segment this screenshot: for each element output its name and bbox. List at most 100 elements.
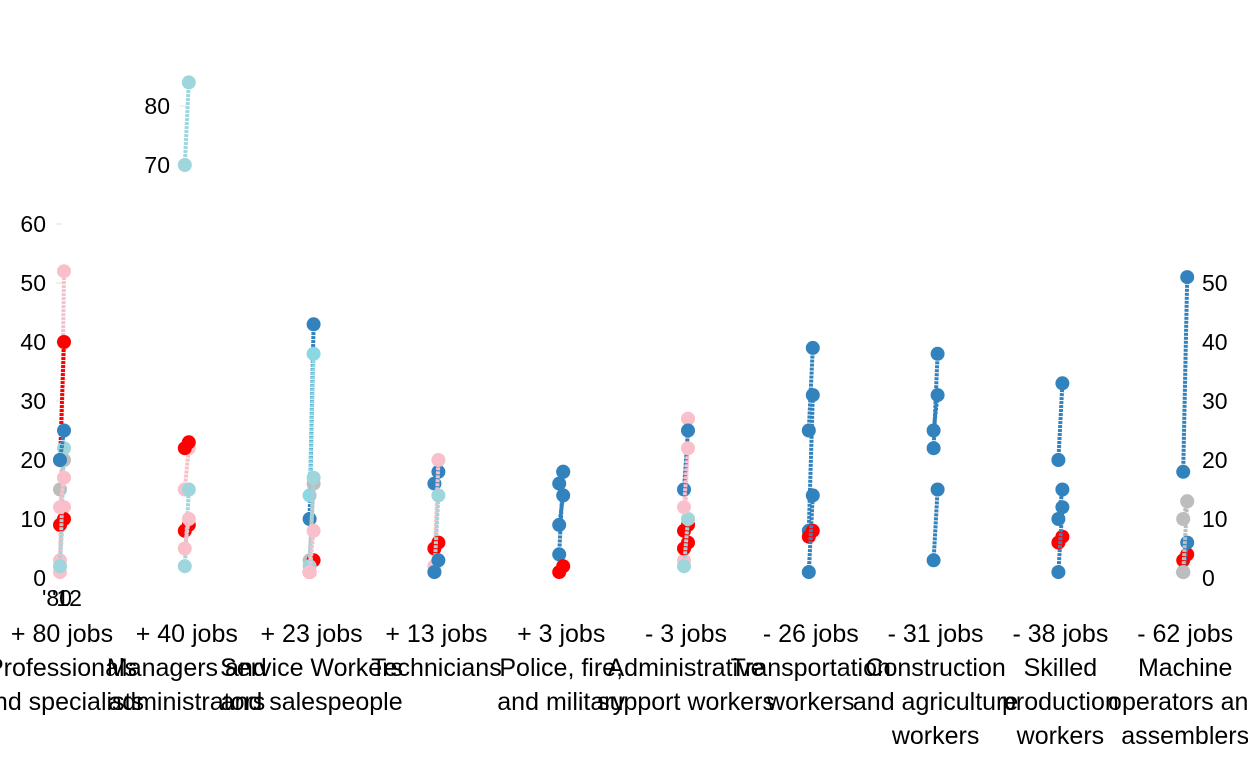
series-point-end <box>681 512 695 526</box>
category-name-label: workers <box>1016 722 1105 750</box>
time-label-end: '12 <box>52 585 82 611</box>
series-line <box>182 82 191 166</box>
right-axis-tick-label: 20 <box>1202 447 1228 473</box>
category-name-label: Construction <box>865 654 1005 682</box>
category-series-group <box>427 453 446 580</box>
category-labels: + 80 jobs Professionals and specialists + 4… <box>0 620 1248 750</box>
series-point-end <box>431 535 446 550</box>
category-change-label: + 40 jobs <box>136 620 238 648</box>
series-point-end <box>681 423 695 438</box>
series-point-end <box>681 441 695 456</box>
category-change-label: - 31 jobs <box>888 620 984 648</box>
category-change-label: + 3 jobs <box>517 620 605 648</box>
category-name-label: Technicians <box>371 654 502 682</box>
series-point-start <box>1176 464 1191 479</box>
category-series-group <box>177 75 196 574</box>
series-point-start <box>53 500 67 515</box>
left-axis-tick-label: 50 <box>20 270 46 296</box>
time-labels: '80'12 <box>42 585 82 611</box>
series-point-end <box>556 488 571 503</box>
category-series-group <box>926 346 945 568</box>
left-axis-tick-label: 70 <box>144 152 170 178</box>
series-point-end <box>1055 376 1070 391</box>
series-point-end <box>1055 500 1070 515</box>
series-point-start <box>177 158 192 172</box>
category-change-label: - 3 jobs <box>645 620 727 648</box>
series-point-start <box>53 453 67 467</box>
category-name-label: and specialists <box>0 688 144 716</box>
series-point-start <box>552 476 567 491</box>
series-point-start <box>1051 565 1066 580</box>
series-point-end <box>556 464 571 479</box>
left-axis: 0 10 20 30 40 50 60 70 80 <box>20 93 186 591</box>
right-axis-tick-label: 40 <box>1202 329 1228 355</box>
category-change-label: - 38 jobs <box>1012 620 1108 648</box>
left-axis-tick-label: 10 <box>20 506 46 532</box>
category-change-label: - 26 jobs <box>763 620 859 648</box>
series-point-end <box>181 435 196 450</box>
series-point-end <box>805 340 820 355</box>
series-point-end <box>306 470 321 485</box>
series-line <box>1056 383 1065 461</box>
series-line <box>1181 277 1190 472</box>
series-line <box>1056 507 1065 573</box>
series-line <box>931 353 940 449</box>
category-change-label: + 13 jobs <box>385 620 487 648</box>
category-name-label: administrators <box>108 688 265 716</box>
series-point-end <box>181 75 196 90</box>
category-series-group <box>677 411 695 574</box>
series-point-start <box>302 565 317 580</box>
series-point-end <box>1180 535 1195 550</box>
series-point-end <box>805 388 820 403</box>
category-series-group <box>1051 376 1070 580</box>
category-name-label: and military <box>497 688 625 716</box>
series-line <box>682 448 690 508</box>
series-point-start <box>926 441 941 456</box>
left-axis-tick-label: 20 <box>20 447 46 473</box>
series-line <box>58 448 66 567</box>
category-name-label: workers <box>891 722 980 750</box>
category-name-label: Managers and <box>107 654 267 682</box>
category-change-label: - 62 jobs <box>1137 620 1233 648</box>
category-name-label: Service Workers <box>220 654 403 682</box>
left-axis-tick-label: 80 <box>144 93 170 119</box>
series-point-end <box>306 346 321 361</box>
category-name-label: workers <box>766 688 855 716</box>
series-point-end <box>57 470 71 485</box>
category-name-label: production <box>1002 688 1119 716</box>
category-name-label: Skilled <box>1024 654 1098 682</box>
series-point-end <box>306 317 321 332</box>
series-line <box>682 430 690 490</box>
category-series-group <box>801 340 820 580</box>
category-name-label: Professionals <box>0 654 137 682</box>
category-name-label: support workers <box>597 688 775 716</box>
series-point-end <box>57 423 71 438</box>
left-axis-tick-label: 0 <box>33 565 46 591</box>
series-point-end <box>1055 482 1070 497</box>
category-series-group <box>302 317 321 580</box>
series-point-start <box>1051 453 1066 467</box>
series-point-end <box>930 388 945 403</box>
series-point-end <box>556 559 571 574</box>
left-axis-tick-label: 40 <box>20 329 46 355</box>
series-point-end <box>431 488 446 503</box>
right-axis: 0 10 20 30 40 50 <box>1202 270 1228 591</box>
series-point-end <box>57 335 71 349</box>
series-point-end <box>1180 270 1195 285</box>
series-line <box>931 489 940 561</box>
category-name-label: Machine <box>1138 654 1233 682</box>
series-point-end <box>431 553 446 568</box>
category-name-label: and salespeople <box>221 688 403 716</box>
series-point-start <box>926 553 941 568</box>
series-point-end <box>306 523 321 538</box>
category-name-label: and agriculture <box>853 688 1018 716</box>
category-name-label: Police, fire, <box>499 654 623 682</box>
series-line <box>58 341 66 461</box>
series-point-start <box>552 547 567 562</box>
series-point-start <box>926 423 941 438</box>
category-name-label: assemblers <box>1121 722 1248 750</box>
series-point-end <box>930 482 945 497</box>
series-point-end <box>181 512 196 526</box>
series-point-end <box>431 453 446 467</box>
series-point-start <box>177 559 192 574</box>
